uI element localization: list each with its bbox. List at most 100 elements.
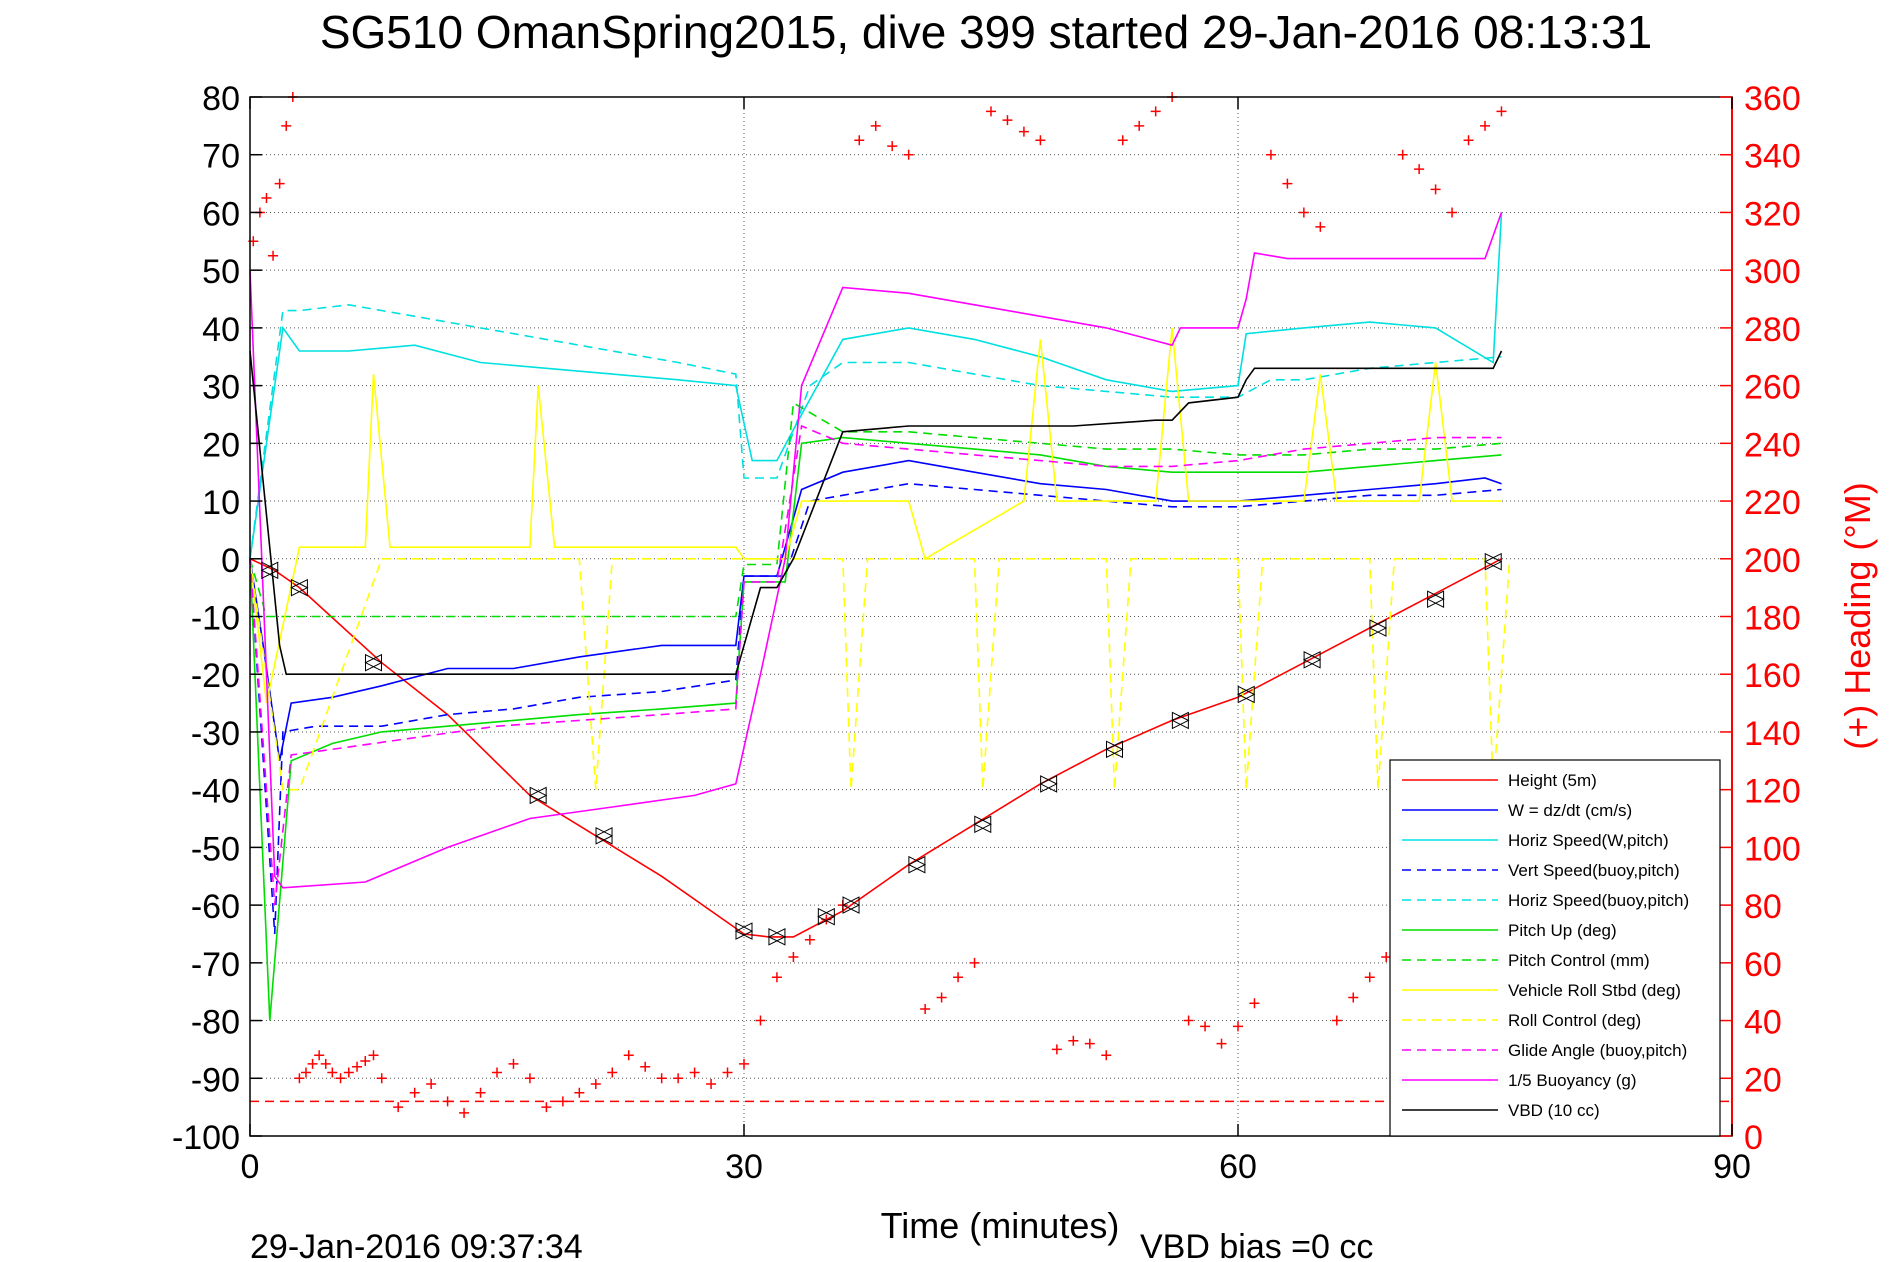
legend-box — [1389, 759, 1721, 1137]
y-tick-label: -20 — [191, 657, 240, 695]
depth-marker — [1105, 740, 1123, 759]
heading-point — [590, 1079, 601, 1090]
heading-point — [294, 1073, 305, 1084]
heading-point — [557, 1096, 568, 1107]
legend-label: VBD (10 cc) — [1508, 1101, 1600, 1120]
heading-point — [755, 1015, 766, 1026]
heading-point — [1397, 149, 1408, 160]
heading-point — [1348, 992, 1359, 1003]
heading-point — [327, 1067, 338, 1078]
depth-marker — [1171, 711, 1189, 730]
heading-point — [368, 1050, 379, 1061]
heading-point — [1200, 1021, 1211, 1032]
left-y-axis: 80 70 60 50 40 30 20 10 0 -10 -20 -30 -40 -50 -60 -70 -8… — [172, 80, 262, 1157]
depth-marker — [260, 561, 279, 580]
y2-tick-label: 360 — [1744, 80, 1801, 118]
y-tick-label: 30 — [202, 369, 240, 407]
heading-point — [508, 1058, 519, 1069]
depth-marker — [841, 896, 860, 914]
heading-point — [887, 141, 898, 152]
y2-tick-label: 0 — [1744, 1119, 1763, 1157]
heading-point — [314, 1050, 325, 1061]
y-tick-label: 60 — [202, 195, 240, 233]
heading-point — [640, 1061, 651, 1072]
y2-tick-label: 100 — [1744, 830, 1801, 868]
heading-point — [541, 1102, 552, 1113]
heading-point — [903, 149, 914, 160]
series-lines — [249, 212, 1511, 1021]
depth-marker — [1237, 685, 1255, 704]
heading-point — [307, 1058, 318, 1069]
x-tick-label: 90 — [1713, 1148, 1751, 1186]
heading-point — [986, 106, 996, 117]
y-tick-label: -10 — [191, 600, 240, 638]
heading-points — [248, 92, 1507, 1118]
chart-title: SG510 OmanSpring2015, dive 399 started 2… — [320, 6, 1652, 58]
heading-point — [1150, 106, 1161, 117]
heading-point — [1496, 106, 1507, 117]
legend-label: 1/5 Buoyancy (g) — [1508, 1071, 1637, 1090]
y-tick-label: 50 — [202, 253, 240, 291]
footer-timestamp: 29-Jan-2016 09:37:34 — [250, 1228, 583, 1262]
depth-marker — [1368, 619, 1387, 637]
heading-point — [320, 1058, 331, 1069]
y2-tick-label: 300 — [1744, 253, 1801, 291]
depth-marker — [529, 786, 547, 805]
y-tick-label: -90 — [191, 1061, 240, 1099]
heading-point — [689, 1067, 700, 1078]
heading-point — [393, 1102, 404, 1113]
heading-point — [870, 120, 881, 131]
y2-tick-label: 280 — [1744, 311, 1801, 349]
legend-label: Pitch Up (deg) — [1508, 921, 1617, 940]
y2-axis-label: (+) Heading (°M) — [1837, 482, 1878, 749]
heading-point — [788, 952, 799, 963]
series-line — [249, 327, 1502, 704]
y-tick-label: -100 — [172, 1119, 240, 1157]
heading-point — [261, 193, 272, 204]
depth-marker — [973, 815, 992, 834]
heading-point — [524, 1073, 535, 1084]
heading-point — [274, 178, 285, 189]
y-tick-label: 20 — [202, 426, 240, 464]
heading-point — [1364, 972, 1375, 983]
y2-tick-label: 320 — [1744, 195, 1801, 233]
heading-point — [1035, 135, 1046, 146]
y2-tick-label: 160 — [1744, 657, 1801, 695]
y2-tick-label: 120 — [1744, 773, 1801, 811]
y-tick-label: 0 — [221, 542, 240, 580]
heading-point — [607, 1067, 618, 1078]
heading-point — [1430, 184, 1441, 195]
y2-tick-label: 20 — [1744, 1061, 1782, 1099]
heading-point — [574, 1087, 585, 1098]
y-tick-label: 10 — [202, 484, 240, 522]
depth-marker — [290, 578, 308, 597]
heading-point — [409, 1087, 420, 1098]
heading-point — [1233, 1021, 1243, 1032]
y-tick-label: -60 — [191, 888, 240, 926]
heading-point — [343, 1067, 354, 1078]
y2-tick-label: 140 — [1744, 715, 1801, 753]
legend: Height (5m) W = dz/dt (cm/s) Horiz Speed(W… — [1389, 759, 1721, 1137]
heading-point — [1298, 207, 1309, 218]
heading-point — [442, 1096, 453, 1107]
heading-point — [673, 1073, 684, 1084]
depth-marker — [817, 907, 835, 926]
depth-marker — [767, 928, 786, 946]
depth-marker — [364, 653, 382, 672]
heading-point — [706, 1079, 717, 1090]
vbd-bias-label: VBD bias =0 cc — [1140, 1228, 1373, 1262]
heading-point — [1101, 1050, 1112, 1061]
heading-point — [1265, 149, 1276, 160]
y2-tick-label: 80 — [1744, 888, 1782, 926]
heading-point — [1002, 115, 1013, 126]
heading-point — [1282, 178, 1293, 189]
legend-label: Horiz Speed(W,pitch) — [1508, 831, 1669, 850]
y2-tick-label: 40 — [1744, 1004, 1782, 1042]
y2-tick-label: 240 — [1744, 426, 1801, 464]
legend-label: Vehicle Roll Stbd (deg) — [1508, 981, 1681, 1000]
y-tick-label: -30 — [191, 715, 240, 753]
heading-point — [854, 135, 865, 146]
heading-point — [1134, 120, 1145, 131]
x-tick-label: 30 — [725, 1148, 763, 1186]
y-tick-label: 70 — [202, 138, 240, 176]
